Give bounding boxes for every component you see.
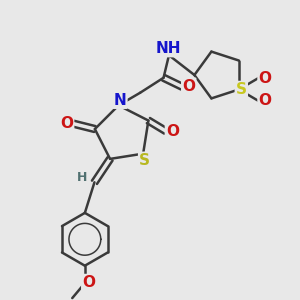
Text: S: S <box>139 153 150 168</box>
Text: O: O <box>60 116 73 130</box>
Text: NH: NH <box>156 41 181 56</box>
Text: O: O <box>166 124 179 139</box>
Text: O: O <box>259 93 272 108</box>
Text: N: N <box>114 93 126 108</box>
Text: O: O <box>82 275 95 290</box>
Text: H: H <box>77 171 87 184</box>
Text: S: S <box>236 82 247 97</box>
Text: O: O <box>259 70 272 86</box>
Text: O: O <box>182 79 195 94</box>
